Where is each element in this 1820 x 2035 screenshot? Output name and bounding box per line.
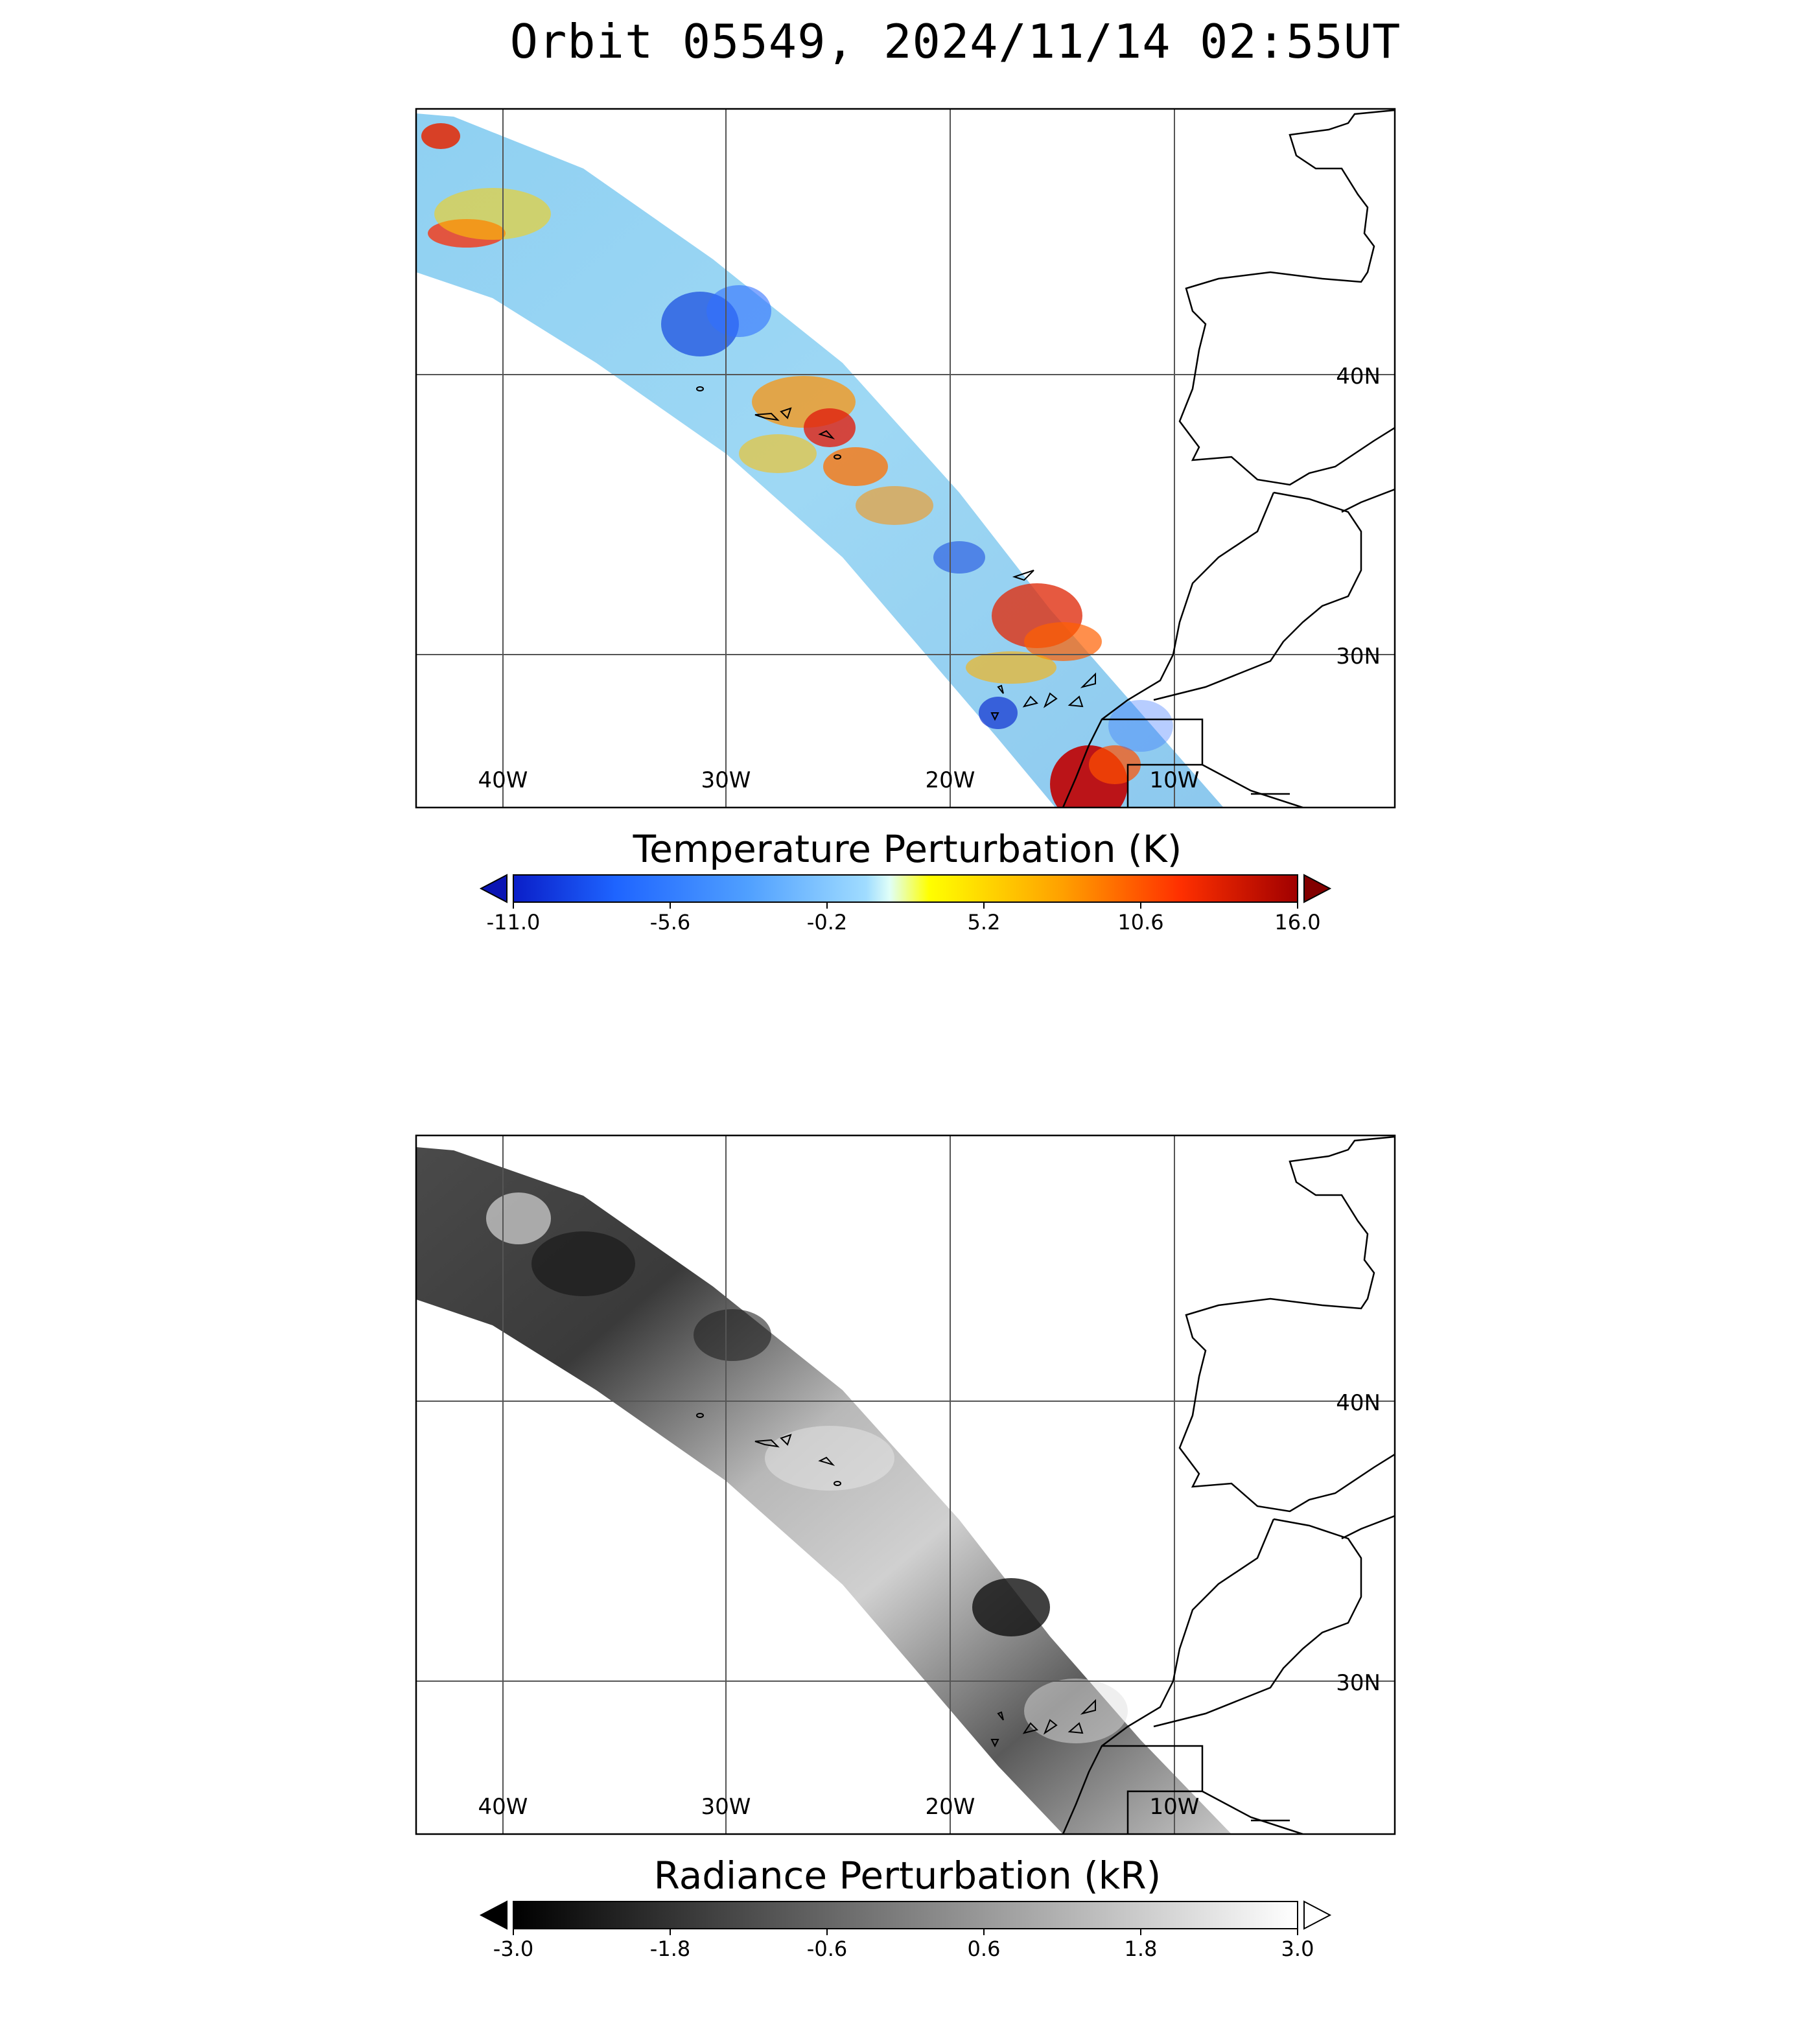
lon-label-10w: 10W [1150, 1794, 1200, 1820]
graticule [416, 1135, 1395, 1834]
lat-label-30n: 30N [1336, 1670, 1381, 1696]
lat-label-40n: 40N [1336, 364, 1381, 390]
temperature-tick-label: 10.6 [1117, 910, 1163, 935]
radiance-map: 40W 30W 20W 10W 40N 30N [415, 1134, 1396, 1835]
temperature-under-arrow [479, 874, 508, 903]
radiance-tick-label: 3.0 [1281, 1936, 1314, 1961]
radiance-colorbar-title: Radiance Perturbation (kR) [653, 1854, 1161, 1898]
coastline [1062, 109, 1395, 808]
lon-label-20w: 20W [926, 1794, 975, 1820]
temperature-colorbar: -11.0 -5.6 -0.2 5.2 10.6 16.0 [479, 874, 1332, 935]
temperature-over-arrow [1303, 874, 1332, 903]
temperature-colorbar-gradient [513, 874, 1298, 903]
lon-label-40w: 40W [478, 1794, 528, 1820]
lon-label-30w: 30W [701, 767, 751, 793]
lon-label-20w: 20W [926, 767, 975, 793]
lon-label-10w: 10W [1150, 767, 1200, 793]
radiance-tick-label: -1.8 [650, 1936, 690, 1961]
radiance-swath [416, 1147, 1231, 1834]
radiance-tick-label: 0.6 [968, 1936, 1001, 1961]
lat-label-40n: 40N [1336, 1390, 1381, 1416]
coastline [1062, 1135, 1395, 1834]
temperature-tick-label: -5.6 [650, 910, 690, 935]
islands [696, 1413, 1096, 1748]
radiance-colorbar-gradient [513, 1901, 1298, 1929]
figure-title: Orbit 05549, 2024/11/14 02:55UT [509, 14, 1401, 69]
map-frame [415, 108, 1396, 809]
radiance-tick-label: 1.8 [1125, 1936, 1158, 1961]
islands [696, 386, 1096, 721]
map-frame [415, 1134, 1396, 1835]
radiance-under-arrow [479, 1900, 508, 1930]
temperature-tick-label: 5.2 [968, 910, 1001, 935]
radiance-over-arrow [1303, 1900, 1332, 1930]
lon-label-30w: 30W [701, 1794, 751, 1820]
temperature-anomalies [421, 123, 1173, 808]
radiance-colorbar: -3.0 -1.8 -0.6 0.6 1.8 3.0 [479, 1900, 1332, 1961]
temperature-colorbar-title: Temperature Perturbation (K) [633, 827, 1182, 871]
lon-label-40w: 40W [478, 767, 528, 793]
radiance-tick-label: -0.6 [807, 1936, 847, 1961]
lat-label-30n: 30N [1336, 644, 1381, 669]
temperature-tick-label: -11.0 [487, 910, 541, 935]
temperature-map: 40W 30W 20W 10W 40N 30N [415, 108, 1396, 809]
temperature-tick-label: -0.2 [807, 910, 847, 935]
graticule [416, 109, 1395, 808]
temperature-tick-label: 16.0 [1274, 910, 1320, 935]
radiance-tick-label: -3.0 [493, 1936, 533, 1961]
